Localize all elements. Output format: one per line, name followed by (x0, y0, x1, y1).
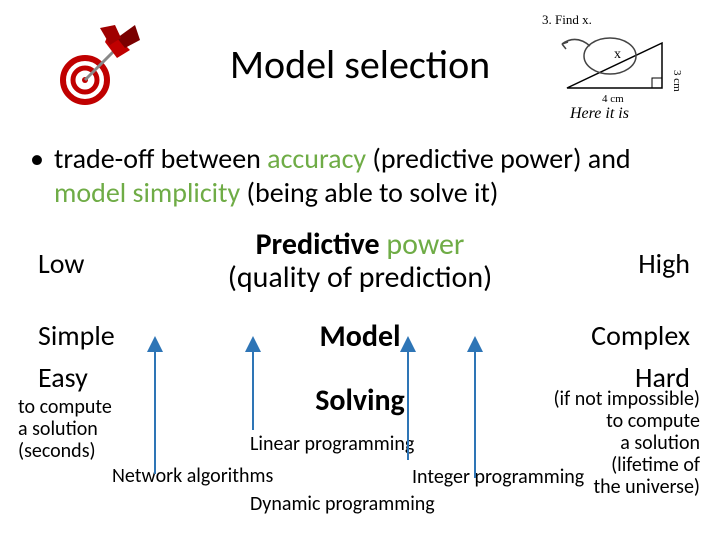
bullet-prefix: trade-off between (54, 141, 267, 176)
pred-right: High (638, 246, 690, 281)
pred-line2: (quality of prediction) (228, 259, 492, 296)
svg-text:4 cm: 4 cm (602, 93, 624, 105)
method-network-algorithms: Network algorithms (112, 464, 273, 488)
easy-l3: (seconds) (18, 440, 112, 462)
method-linear-programming: Linear programming (250, 432, 414, 456)
method-dynamic-programming: Dynamic programming (250, 492, 435, 516)
solve-strong: Solving (315, 382, 405, 419)
hard-l2: to compute (553, 410, 700, 432)
slide-title: Model selection (0, 40, 720, 89)
findx-title: 3. Find x. (542, 12, 702, 28)
method-integer-programming: Integer programming (412, 465, 584, 489)
easy-l2: a solution (18, 418, 112, 440)
pred-center: Predictive power (quality of prediction) (0, 228, 720, 294)
pred-strong: Predictive (256, 226, 380, 263)
model-right: Complex (591, 318, 690, 353)
bullet-mid: (predictive power) and (366, 141, 631, 176)
bullet-end: (being able to solve it) (240, 175, 498, 210)
hard-l3: a solution (553, 432, 700, 454)
easy-l1: to compute (18, 396, 112, 418)
hard-l1: (if not impossible) (553, 388, 700, 410)
svg-text:Here it is: Here it is (569, 105, 629, 122)
bullet-accuracy: accuracy (267, 141, 366, 176)
pred-green: power (380, 226, 465, 263)
model-strong: Model (320, 318, 401, 355)
bullet-tradeoff: • trade-off between accuracy (predictive… (30, 142, 700, 209)
bullet-simplicity: model simplicity (54, 175, 240, 210)
easy-subtext: to compute a solution (seconds) (18, 396, 112, 462)
